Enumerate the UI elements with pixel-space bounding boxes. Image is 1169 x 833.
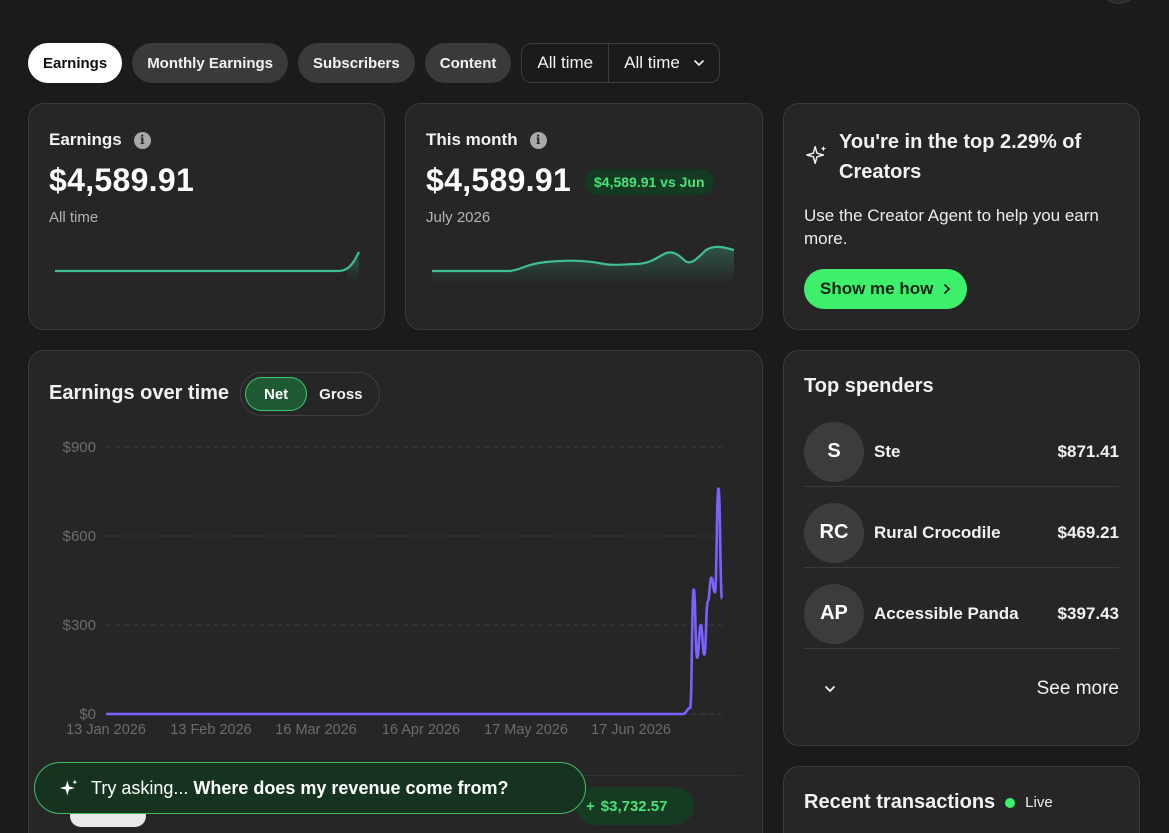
x-tick-label: 17 May 2026 bbox=[484, 722, 568, 738]
y-tick-label: $0 bbox=[79, 706, 96, 723]
spender-amount: $469.21 bbox=[1057, 522, 1119, 542]
this-month-card: This month i $4,589.91 $4,589.91 vs Jun … bbox=[405, 103, 763, 330]
sparkle-icon bbox=[59, 779, 78, 796]
creator-rank-title: You're in the top 2.29% of Creators bbox=[839, 131, 1082, 183]
top-spenders-card: Top spenders S Ste $871.41 RC Rural Croc… bbox=[783, 350, 1140, 746]
range-dropdown-label: All time bbox=[624, 53, 680, 72]
spender-avatar: S bbox=[804, 421, 864, 482]
tab-subscribers[interactable]: Subscribers bbox=[298, 43, 415, 83]
earnings-card-title: Earnings bbox=[49, 130, 122, 149]
gain-value: $3,732.57 bbox=[600, 797, 668, 815]
earnings-card: Earnings i $4,589.91 All time bbox=[28, 103, 385, 330]
ask-bar-question: Where does my revenue come from? bbox=[193, 777, 509, 798]
ask-bar-prefix: Try asking... bbox=[91, 777, 189, 798]
y-tick-label: $900 bbox=[63, 439, 96, 456]
net-gross-toggle: Net Gross bbox=[240, 372, 380, 416]
x-tick-label: 16 Apr 2026 bbox=[382, 722, 460, 738]
tab-content[interactable]: Content bbox=[424, 43, 512, 83]
see-more-row: See more bbox=[804, 669, 1119, 709]
live-label: Live bbox=[1025, 794, 1053, 811]
spender-name: Accessible Panda bbox=[874, 603, 1019, 623]
recent-transactions-title: Recent transactions bbox=[804, 791, 996, 813]
spender-row[interactable]: AP Accessible Panda $397.43 bbox=[804, 579, 1119, 649]
spender-name: Ste bbox=[874, 441, 901, 461]
ask-agent-bar[interactable]: Try asking... Where does my revenue come… bbox=[34, 762, 586, 814]
gain-sign: + bbox=[586, 797, 595, 815]
earnings-period: All time bbox=[49, 209, 99, 226]
spender-amount: $397.43 bbox=[1057, 603, 1119, 623]
range-dropdown[interactable]: All time bbox=[608, 44, 719, 82]
earnings-chart-card: Earnings over time Net Gross $0 $300 $600 $… bbox=[28, 350, 763, 833]
spender-amount: $871.41 bbox=[1057, 441, 1119, 461]
tab-monthly-earnings[interactable]: Monthly Earnings bbox=[132, 43, 289, 83]
spender-row[interactable]: S Ste $871.41 bbox=[804, 417, 1119, 487]
tab-bar: Earnings Monthly Earnings Subscribers Co… bbox=[28, 43, 720, 83]
x-tick-label: 13 Jan 2026 bbox=[66, 722, 146, 738]
this-month-sparkline-path bbox=[432, 245, 735, 273]
see-more-link[interactable]: See more bbox=[1036, 678, 1119, 699]
range-preset-button[interactable]: All time bbox=[537, 53, 594, 72]
gain-badge: + $3,732.57 bbox=[576, 787, 694, 825]
chevron-down-icon[interactable] bbox=[824, 685, 836, 693]
recent-transactions-card: Recent transactions Live bbox=[783, 766, 1140, 833]
sparkle-icon bbox=[806, 145, 827, 164]
x-tick-label: 16 Mar 2026 bbox=[275, 722, 356, 738]
top-spenders-title: Top spenders bbox=[804, 375, 934, 397]
ask-bar-text: Try asking... Where does my revenue come… bbox=[91, 778, 508, 799]
show-me-how-label: Show me how bbox=[820, 279, 934, 298]
x-tick-label: 13 Feb 2026 bbox=[170, 722, 251, 738]
this-month-card-title: This month bbox=[426, 130, 518, 149]
profile-avatar[interactable] bbox=[1102, 0, 1136, 4]
show-me-how-button[interactable]: Show me how bbox=[804, 269, 968, 309]
x-tick-label: 17 Jun 2026 bbox=[591, 722, 671, 738]
info-icon[interactable]: i bbox=[133, 131, 151, 149]
y-tick-label: $600 bbox=[63, 528, 96, 545]
chevron-right-icon bbox=[944, 284, 951, 294]
date-range-selector: All time All time bbox=[521, 43, 720, 83]
this-month-value: $4,589.91 bbox=[426, 162, 572, 198]
tab-earnings[interactable]: Earnings bbox=[28, 43, 123, 83]
earnings-value: $4,589.91 bbox=[49, 162, 195, 198]
live-indicator-dot bbox=[1005, 797, 1016, 808]
this-month-period: July 2026 bbox=[426, 209, 491, 226]
chart-title: Earnings over time bbox=[49, 382, 230, 404]
earnings-series-line bbox=[105, 487, 724, 716]
spender-avatar: AP bbox=[804, 583, 864, 644]
gross-option[interactable]: Gross bbox=[319, 385, 363, 403]
this-month-sparkline bbox=[432, 245, 735, 284]
info-icon[interactable]: i bbox=[529, 131, 547, 149]
earnings-card-header: Earnings i bbox=[49, 130, 151, 150]
vs-previous-badge: $4,589.91 vs Jun bbox=[585, 169, 714, 195]
earnings-line-chart: $0 $300 $600 $900 13 Jan 2026 13 Feb 2026 16 M… bbox=[63, 439, 724, 738]
spender-name: Rural Crocodile bbox=[874, 522, 1001, 542]
earnings-sparkline bbox=[55, 251, 360, 280]
creator-agent-description: Use the Creator Agent to help you earn m… bbox=[804, 206, 1099, 248]
spender-row[interactable]: RC Rural Crocodile $469.21 bbox=[804, 498, 1119, 568]
this-month-card-header: This month i bbox=[426, 130, 547, 150]
creator-rank-card: You're in the top 2.29% of Creators Use … bbox=[783, 103, 1140, 330]
net-option[interactable]: Net bbox=[245, 377, 308, 411]
y-tick-label: $300 bbox=[63, 617, 96, 634]
spender-avatar: RC bbox=[804, 502, 864, 563]
recent-transactions-header: Recent transactions Live bbox=[804, 791, 1053, 814]
chevron-down-icon bbox=[694, 60, 704, 67]
earnings-sparkline-path bbox=[55, 251, 360, 273]
